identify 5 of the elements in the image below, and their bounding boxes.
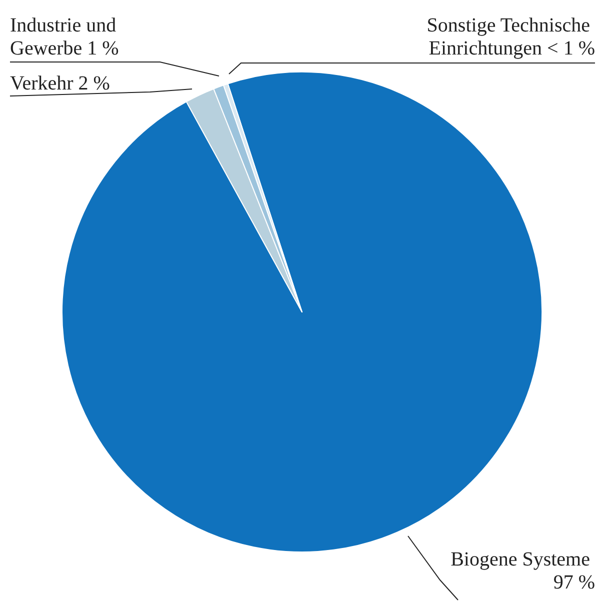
slice-label: Verkehr 2 % <box>10 72 110 94</box>
slice-label: Sonstige Technische Einrichtungen < 1 % <box>426 14 595 60</box>
slice-label: Biogene Systeme <box>450 548 595 570</box>
data-label: 97 % <box>553 572 595 594</box>
slice-label: Industrie und Gewerbe 1 % <box>10 14 122 60</box>
